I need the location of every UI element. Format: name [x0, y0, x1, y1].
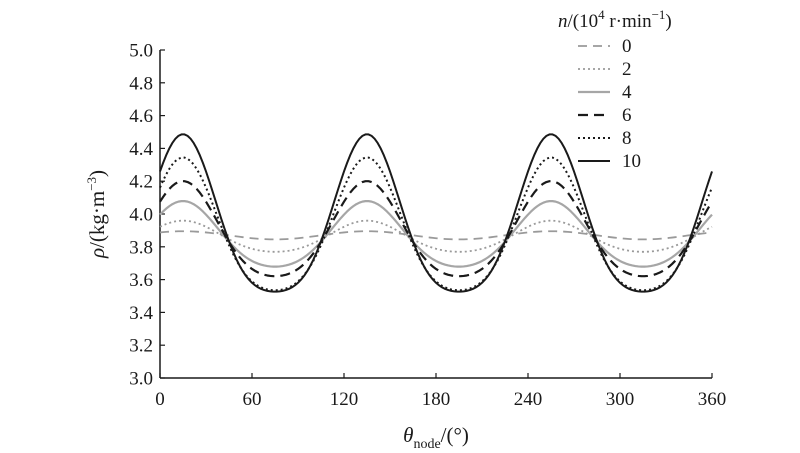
series-line-6	[159, 180, 713, 278]
x-tick-label: 300	[606, 389, 635, 410]
x-axis-label: θnode/(°)	[403, 423, 469, 452]
legend-label-6: 6	[622, 105, 632, 126]
series-line-2	[159, 219, 713, 253]
series-line-10	[159, 133, 713, 293]
legend-label-0: 0	[622, 36, 632, 57]
y-tick-label: 3.0	[129, 369, 153, 390]
y-tick-label: 3.6	[129, 270, 153, 291]
y-tick-label: 3.4	[129, 303, 153, 324]
y-tick-label: 4.6	[129, 106, 153, 127]
x-tick-label: 0	[155, 389, 165, 410]
series-line-4	[159, 200, 713, 268]
axes: 3.0 3.2 3.4 3.6 3.8 4.0 4.2 4.4 4.6 4.8 5.0 0 60 120 1…	[129, 41, 726, 411]
x-tick-label: 120	[330, 389, 359, 410]
legend-label-4: 4	[622, 82, 632, 103]
series-lines	[159, 133, 713, 293]
y-tick-label: 4.8	[129, 73, 153, 94]
y-tick-label: 4.0	[129, 205, 153, 226]
y-axis-label: ρ/(kg·m−3)	[84, 170, 109, 259]
x-tick-label: 240	[514, 389, 543, 410]
y-tick-label: 3.2	[129, 336, 153, 357]
y-tick-label: 3.8	[129, 237, 153, 258]
legend-label-10: 10	[622, 151, 641, 172]
x-tick-label: 180	[422, 389, 451, 410]
legend-label-2: 2	[622, 59, 632, 80]
y-tick-label: 4.2	[129, 172, 153, 193]
y-tick-label: 5.0	[129, 41, 153, 62]
x-tick-label: 60	[243, 389, 262, 410]
x-tick-label: 360	[698, 389, 727, 410]
legend-label-8: 8	[622, 128, 632, 149]
legend-title: n/(104 r·min−1)	[558, 7, 672, 32]
y-tick-label: 4.4	[129, 139, 153, 160]
series-line-0	[159, 230, 713, 241]
